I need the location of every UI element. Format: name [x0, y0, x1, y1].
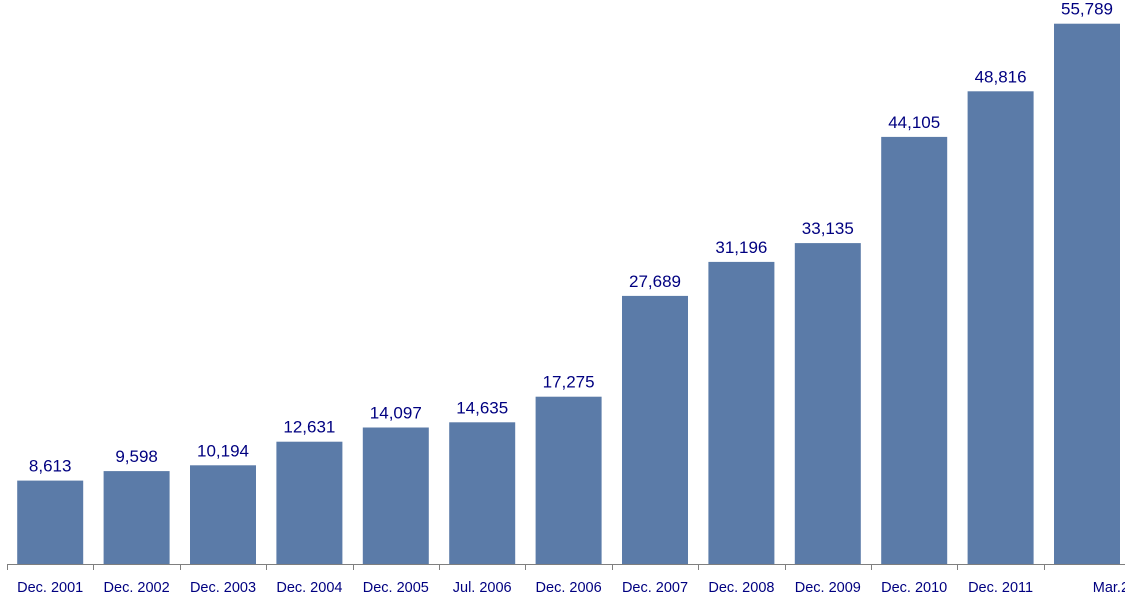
bar-value-label: 14,635 — [456, 398, 508, 417]
x-tick-label: Dec. 2005 — [363, 580, 429, 596]
x-tick-label: Dec. 2009 — [795, 580, 861, 596]
bar — [190, 465, 256, 564]
x-tick-label: Dec. 2004 — [276, 580, 342, 596]
bar — [17, 480, 84, 564]
bar — [708, 261, 775, 564]
bar — [362, 427, 429, 564]
bar-value-label: 17,275 — [543, 373, 595, 392]
bar — [967, 91, 1034, 565]
value-labels-group: 8,613 9,598 10,194 12,631 14,097 14,635 17,275… — [29, 0, 1113, 476]
x-tick-labels-group: Dec. 2001 Dec. 2002 Dec. 2003 Dec. 2004 Dec.… — [17, 580, 1125, 596]
x-tick-label: Dec. 2007 — [622, 580, 688, 596]
bar-value-label: 48,816 — [975, 67, 1027, 86]
bar-value-label: 33,135 — [802, 219, 854, 238]
bar-value-label: 27,689 — [629, 272, 681, 291]
bar — [794, 243, 861, 564]
x-tick-label: Dec. 2008 — [708, 580, 774, 596]
bar-value-label: 9,598 — [115, 447, 158, 466]
x-tick-label: Dec. 2010 — [881, 580, 947, 596]
bar-value-label: 12,631 — [283, 418, 335, 437]
bar-value-label: 14,097 — [370, 404, 422, 423]
x-tick-label: Dec. 2001 — [17, 580, 83, 596]
x-tick-label: Dec. 2011 — [968, 580, 1033, 596]
x-tick-label: Jul. 2006 — [453, 580, 512, 596]
bar — [881, 136, 948, 564]
bar — [276, 441, 343, 564]
bars-group — [17, 23, 1120, 565]
bar-value-label: 10,194 — [197, 441, 249, 460]
x-tick-label: Mar.2012 — [1093, 580, 1125, 596]
bar-value-label: 44,105 — [888, 113, 940, 132]
bar-value-label: 31,196 — [715, 238, 767, 257]
x-tick-label: Dec. 2002 — [104, 580, 170, 596]
bar-value-label: 55,789 — [1061, 0, 1113, 19]
bar — [535, 396, 602, 564]
bar — [1054, 23, 1120, 564]
bar — [449, 422, 516, 564]
bar — [103, 471, 170, 564]
x-tick-label: Dec. 2003 — [190, 580, 256, 596]
bar — [622, 295, 688, 564]
x-tick-label: Dec. 2006 — [536, 580, 602, 596]
bar-value-label: 8,613 — [29, 457, 72, 476]
x-axis — [7, 564, 1125, 570]
